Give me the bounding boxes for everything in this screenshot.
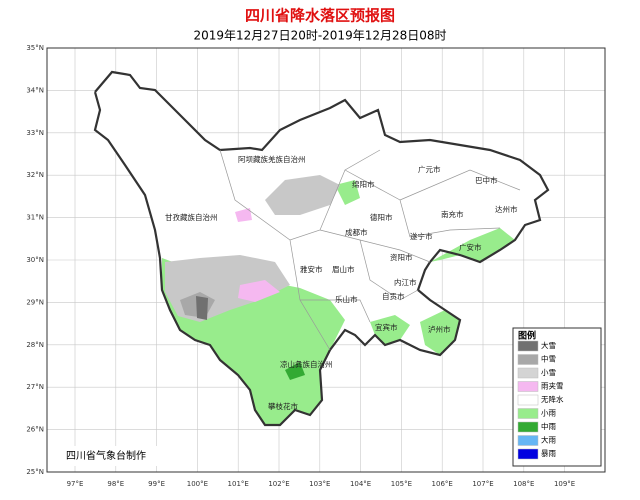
legend-swatch	[517, 408, 539, 419]
outline-stroke	[93, 70, 550, 427]
city-label: 遂宁市	[410, 231, 433, 241]
latitude-label: 29°N	[26, 298, 44, 306]
city-label: 甘孜藏族自治州	[165, 212, 218, 222]
latitude-label: 31°N	[26, 214, 44, 222]
light-snow-area	[265, 175, 340, 215]
longitude-label: 100°E	[187, 480, 208, 488]
latitude-label: 30°N	[26, 256, 44, 264]
latitude-label: 27°N	[26, 383, 44, 391]
city-label: 达州市	[495, 204, 518, 214]
light-rain-area	[335, 180, 360, 205]
latitude-label: 34°N	[26, 86, 44, 94]
sleet-area	[235, 208, 252, 222]
legend-swatch	[517, 354, 539, 365]
credit-box	[60, 446, 160, 466]
latitude-label: 35°N	[26, 44, 44, 52]
latitude-label: 33°N	[26, 129, 44, 137]
legend-label: 无降水	[541, 394, 564, 404]
legend-label: 暴雨	[541, 449, 556, 458]
longitude-label: 99°E	[148, 480, 165, 488]
legend-label: 小雪	[541, 368, 556, 377]
legend-label: 中雨	[541, 421, 556, 431]
latitude-label: 26°N	[26, 426, 44, 434]
longitude-label: 109°E	[554, 480, 575, 488]
legend-swatch	[517, 381, 539, 392]
city-label: 广安市	[459, 242, 482, 252]
province	[93, 70, 550, 427]
legend-swatch	[517, 367, 539, 379]
legend-title: 图例	[518, 330, 536, 342]
city-boundaries	[219, 149, 521, 351]
longitude-label: 97°E	[67, 480, 84, 488]
city-label: 眉山市	[332, 264, 355, 274]
longitude-label: 98°E	[107, 480, 124, 488]
legend-label: 大雨	[541, 435, 556, 445]
legend-swatch	[517, 448, 539, 460]
legend-swatch	[517, 394, 539, 406]
subtitle: 2019年12月27日20时-2019年12月28日08时	[193, 29, 446, 43]
city-label: 德阳市	[370, 212, 393, 222]
legend-label: 中雪	[541, 354, 556, 364]
city-label: 阿坝藏族羌族自治州	[238, 154, 306, 164]
city-label: 泸州市	[428, 324, 451, 334]
city-label: 资阳市	[390, 252, 413, 262]
longitude-label: 101°E	[228, 480, 249, 488]
city-label: 成都市	[345, 227, 368, 237]
legend-label: 大雪	[541, 340, 556, 350]
city-label: 雅安市	[300, 264, 323, 274]
title: 四川省降水落区预报图	[245, 7, 395, 25]
latitude-label: 28°N	[26, 341, 44, 349]
city-label: 自贡市	[382, 291, 405, 301]
city-label: 南充市	[441, 209, 464, 219]
sleet-area	[238, 280, 280, 302]
longitude-label: 104°E	[350, 480, 371, 488]
longitude-label: 105°E	[391, 480, 412, 488]
moderate-rain-area	[285, 362, 305, 380]
city-label: 绵阳市	[352, 179, 375, 189]
city-label: 乐山市	[335, 294, 358, 304]
city-label: 内江市	[394, 277, 417, 287]
latitude-label: 25°N	[26, 468, 44, 476]
longitude-label: 108°E	[513, 480, 534, 488]
legend-swatch	[517, 435, 539, 446]
legend-label: 雨夹雪	[541, 381, 564, 391]
city-label: 宜宾市	[375, 322, 398, 332]
heavy-snow-area	[196, 296, 208, 320]
credit: 四川省气象台制作	[66, 449, 146, 462]
legend-swatch	[517, 340, 539, 352]
latitude-label: 32°N	[26, 171, 44, 179]
longitude-label: 103°E	[309, 480, 330, 488]
city-label: 广元市	[418, 164, 441, 174]
axis-labels: 25°N 26°N 27°N 28°N 29°N 30°N 31°N 32°N 33°N 34°N…	[26, 44, 575, 488]
legend-label: 小雨	[541, 409, 556, 418]
map-frame	[46, 47, 606, 473]
legend-swatch	[517, 421, 539, 433]
city-label: 巴中市	[475, 175, 498, 185]
longitude-label: 102°E	[268, 480, 289, 488]
longitude-label: 106°E	[432, 480, 453, 488]
city-label: 攀枝花市	[268, 401, 298, 411]
light-rain-area	[370, 315, 410, 345]
city-label: 凉山彝族自治州	[280, 359, 333, 369]
longitude-label: 107°E	[472, 480, 493, 488]
